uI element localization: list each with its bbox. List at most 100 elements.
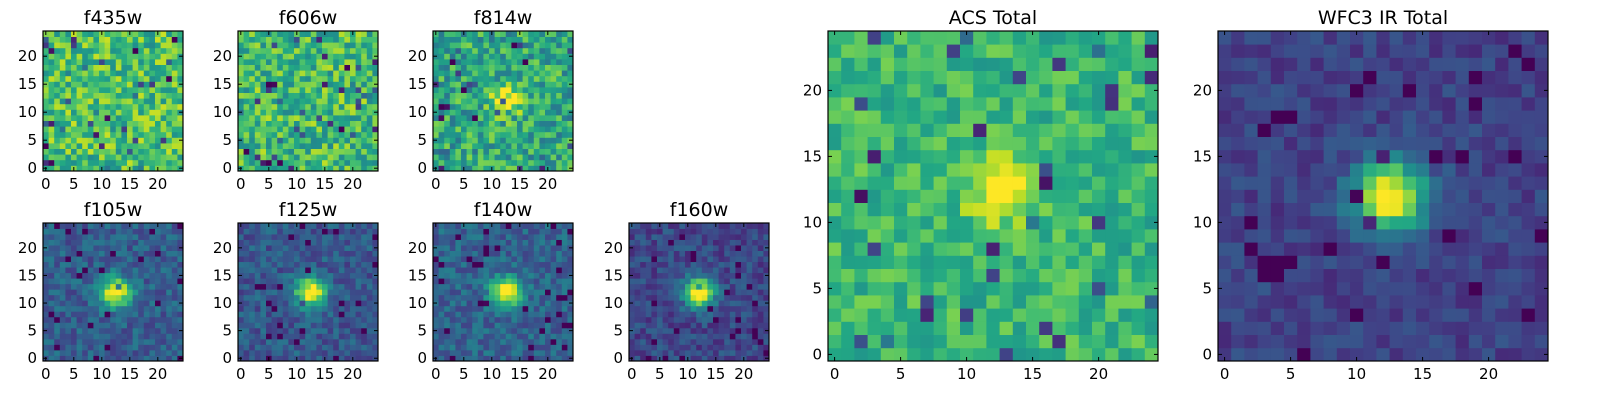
heatmap-cell <box>277 256 284 263</box>
heatmap-cell <box>494 261 501 268</box>
heatmap-cell <box>528 87 535 93</box>
heatmap-cell <box>729 283 736 290</box>
heatmap-cell <box>477 223 484 229</box>
heatmap-cell <box>449 289 456 296</box>
heatmap-cell <box>350 250 356 257</box>
heatmap-cell <box>707 283 714 290</box>
heatmap-cell <box>1052 255 1066 269</box>
heatmap-cell <box>327 245 334 251</box>
heatmap-cell <box>132 300 139 307</box>
heatmap-cell <box>651 250 658 257</box>
heatmap-cell <box>110 338 117 345</box>
heatmap-cell <box>310 42 317 49</box>
heatmap-cell <box>567 64 574 71</box>
heatmap-cell <box>449 81 456 88</box>
heatmap-cell <box>294 53 300 60</box>
heatmap-cell <box>517 322 523 329</box>
heatmap-cell <box>277 42 284 49</box>
heatmap-cell <box>299 148 306 155</box>
heatmap-cell <box>920 334 934 349</box>
heatmap-cell <box>455 261 462 268</box>
heatmap-cell <box>99 120 105 127</box>
heatmap-cell <box>668 316 675 323</box>
heatmap-cell <box>294 283 300 290</box>
heatmap-cell <box>93 267 100 274</box>
heatmap-cell <box>282 355 289 362</box>
heatmap-cell <box>500 256 507 263</box>
heatmap-cell <box>132 64 139 71</box>
heatmap-cell <box>438 47 445 54</box>
heatmap-cell <box>48 300 55 307</box>
heatmap-cell <box>444 36 451 43</box>
heatmap-cell <box>99 115 105 121</box>
heatmap-cell <box>673 289 680 296</box>
heatmap-cell <box>127 120 133 127</box>
heatmap-cell <box>243 234 250 240</box>
heatmap-cell <box>489 87 495 93</box>
heatmap-cell <box>99 267 105 274</box>
heatmap-cell <box>243 53 250 60</box>
heatmap-cell <box>260 31 267 37</box>
heatmap-cell <box>449 165 456 172</box>
heatmap-cell <box>477 333 484 340</box>
heatmap-cell <box>444 322 451 329</box>
heatmap-cell <box>696 228 703 235</box>
heatmap-cell <box>724 239 731 246</box>
heatmap-cell <box>65 294 72 301</box>
heatmap-cell <box>166 278 173 285</box>
heatmap-cell <box>87 64 94 71</box>
heatmap-cell <box>87 338 94 345</box>
heatmap-cell <box>433 349 439 356</box>
heatmap-cell <box>48 92 55 99</box>
heatmap-cell <box>282 278 289 285</box>
heatmap-cell <box>271 70 278 77</box>
heatmap-cell <box>143 115 150 121</box>
heatmap-cell <box>634 228 641 235</box>
heatmap-cell <box>271 36 278 43</box>
heatmap-cell <box>43 294 49 301</box>
heatmap-cell <box>757 344 764 351</box>
heatmap-cell <box>489 316 495 323</box>
heatmap-cell <box>511 267 518 274</box>
heatmap-cell <box>741 250 747 257</box>
heatmap-cell <box>316 159 323 166</box>
heatmap-cell <box>243 148 250 155</box>
heatmap-cell <box>539 338 546 345</box>
heatmap-cell <box>1039 334 1053 349</box>
heatmap-cell <box>973 215 987 230</box>
heatmap-cell <box>1065 347 1080 362</box>
heatmap-cell <box>115 59 122 65</box>
heatmap-cell <box>763 305 770 312</box>
heatmap-cell <box>121 289 128 296</box>
heatmap-cell <box>763 261 770 268</box>
heatmap-cell <box>143 47 150 54</box>
heatmap-cell <box>149 154 156 161</box>
heatmap-cell <box>43 261 49 268</box>
heatmap-cell <box>344 109 351 116</box>
heatmap-cell <box>121 250 128 257</box>
x-tick-label: 0 <box>627 365 637 383</box>
heatmap-cell <box>735 349 742 356</box>
heatmap-cell <box>344 327 351 334</box>
heatmap-cell <box>746 338 753 345</box>
heatmap-cell <box>333 344 340 351</box>
heatmap-cell <box>533 267 540 274</box>
heatmap-cell <box>177 115 184 121</box>
heatmap-cell <box>477 64 484 71</box>
heatmap-cell <box>561 148 568 155</box>
heatmap-cell <box>505 159 512 166</box>
y-tick-label: 10 <box>213 103 232 121</box>
heatmap-cell <box>82 267 89 274</box>
heatmap-cell <box>361 250 368 257</box>
heatmap-cell <box>685 300 691 307</box>
heatmap-cell <box>472 64 479 71</box>
heatmap-cell <box>522 228 529 235</box>
heatmap-cell <box>271 349 278 356</box>
heatmap-cell <box>550 228 557 235</box>
heatmap-cell <box>43 344 49 351</box>
heatmap-cell <box>986 321 1000 335</box>
heatmap-cell <box>433 103 439 110</box>
heatmap-cell <box>271 131 278 138</box>
heatmap-cell <box>254 98 261 105</box>
heatmap-cell <box>533 64 540 71</box>
